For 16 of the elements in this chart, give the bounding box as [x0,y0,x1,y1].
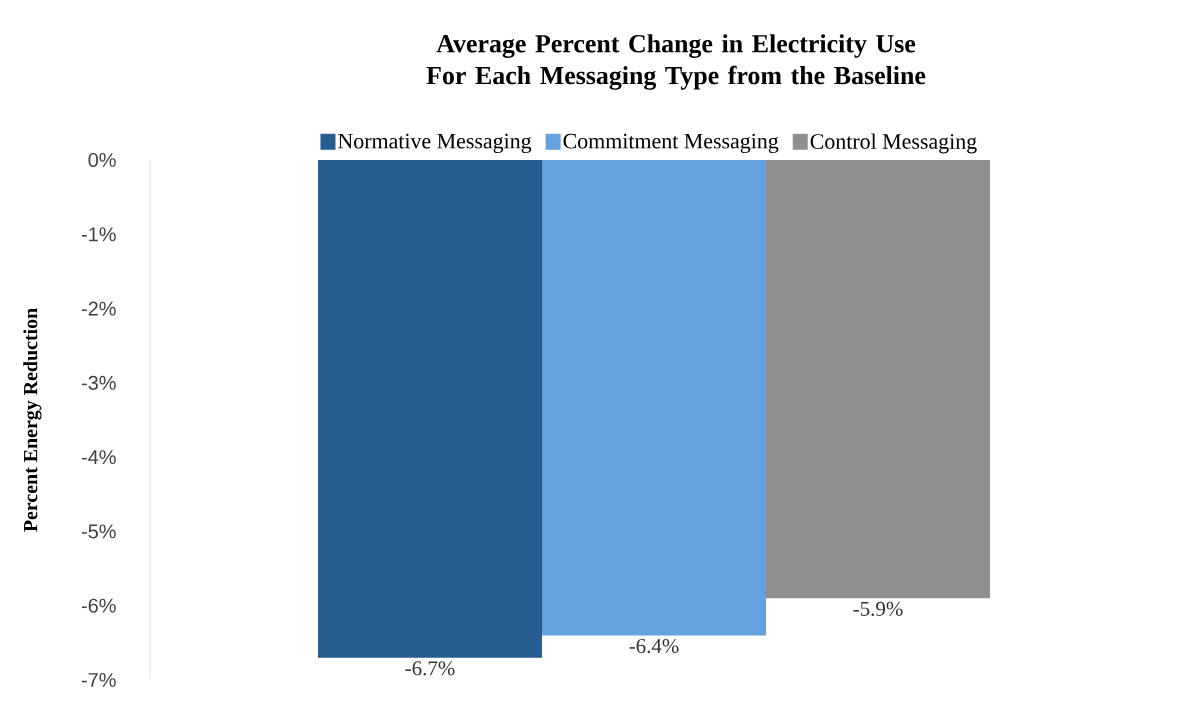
data-label: -6.4% [629,638,679,654]
data-label: -6.7% [405,661,455,676]
data-label: -5.9% [853,601,903,616]
y-tick-label: -4% [81,450,116,465]
y-tick-label: -2% [81,301,116,316]
y-tick-label: -5% [81,524,116,539]
y-tick-label: -3% [81,375,116,390]
y-tick-label: -7% [81,673,116,687]
legend-label: Commitment Messaging [563,133,779,154]
y-tick-label: 0% [88,152,116,168]
y-tick-label: -6% [81,598,116,613]
y-tick-label: -1% [81,227,116,242]
chart-title: Average Percent Change in Electricity Use For Each Messaging Type from the Baseline [426,34,926,90]
y-axis-title: Percent Energy Reduction [23,308,42,532]
legend-label: Control Messaging [810,133,977,154]
legend-label: Normative Messaging [338,133,532,154]
